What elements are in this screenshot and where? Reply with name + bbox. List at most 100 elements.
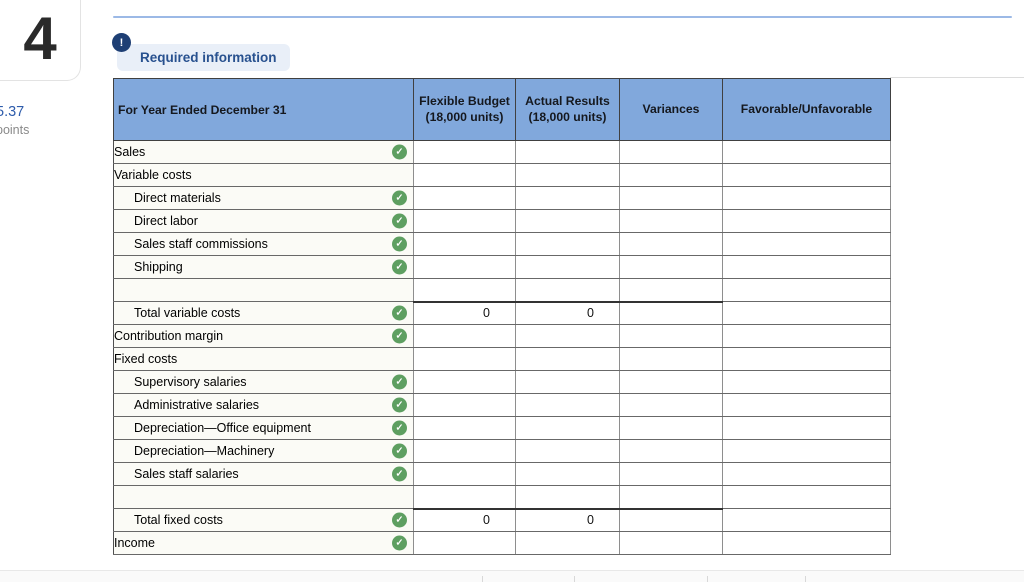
cell-fb[interactable] (413, 416, 516, 440)
cell-fav[interactable] (722, 347, 891, 371)
cell-fb[interactable] (413, 278, 516, 302)
cell-fav[interactable] (722, 393, 891, 417)
cell-ar[interactable] (515, 255, 620, 279)
cell-fb[interactable] (413, 393, 516, 417)
col-header-variances: Variances (619, 78, 723, 141)
cell-vr[interactable] (619, 209, 723, 233)
cell-fb[interactable] (413, 186, 516, 210)
cell-ar[interactable] (515, 209, 620, 233)
cell-ar[interactable] (515, 347, 620, 371)
cell-fav[interactable] (722, 232, 891, 256)
correct-check-icon: ✓ (392, 144, 407, 160)
cell-ar[interactable] (515, 393, 620, 417)
cell-ar[interactable] (515, 232, 620, 256)
cell-vr[interactable] (619, 393, 723, 417)
cell-fav[interactable] (722, 301, 891, 325)
cell-ar[interactable]: 0 (515, 300, 620, 325)
cell-ar[interactable] (515, 485, 620, 509)
table-row: Total fixed costs ✓ 0 0 (113, 507, 891, 532)
cell-fb[interactable] (413, 370, 516, 394)
cell-ar[interactable] (515, 278, 620, 302)
cell-vr[interactable] (619, 255, 723, 279)
cell-fav[interactable] (722, 324, 891, 348)
row-label-cell (113, 485, 414, 509)
cell-vr[interactable] (619, 163, 723, 187)
cell-vr[interactable] (619, 278, 723, 302)
correct-check-icon: ✓ (392, 213, 407, 229)
cell-vr[interactable] (619, 140, 723, 164)
cell-vr[interactable] (619, 485, 723, 509)
cell-ar[interactable] (515, 140, 620, 164)
row-label: Depreciation—Office equipment (134, 421, 311, 435)
cell-vr[interactable] (619, 416, 723, 440)
col-header-favorable-unfavorable: Favorable/Unfavorable (722, 78, 891, 141)
table-row: Variable costs (113, 163, 891, 187)
required-information-banner: Required information (117, 44, 290, 71)
row-label-cell: Direct labor ✓ (113, 209, 414, 233)
cell-fb[interactable] (413, 163, 516, 187)
cell-fav[interactable] (722, 278, 891, 302)
cell-fb[interactable] (413, 439, 516, 463)
cell-fav[interactable] (722, 140, 891, 164)
cell-fav[interactable] (722, 416, 891, 440)
cell-fav[interactable] (722, 186, 891, 210)
cell-fav[interactable] (722, 370, 891, 394)
top-divider-line (113, 16, 1012, 18)
cell-vr[interactable] (619, 507, 723, 532)
cell-fb[interactable] (413, 485, 516, 509)
correct-check-icon: ✓ (392, 443, 407, 459)
cell-vr[interactable] (619, 347, 723, 371)
cell-vr[interactable] (619, 300, 723, 325)
cell-ar[interactable] (515, 462, 620, 486)
cell-ar[interactable] (515, 370, 620, 394)
correct-check-icon: ✓ (392, 305, 407, 321)
cell-vr[interactable] (619, 439, 723, 463)
cell-ar[interactable] (515, 531, 620, 555)
cell-vr[interactable] (619, 232, 723, 256)
cell-fav[interactable] (722, 485, 891, 509)
cell-fb[interactable] (413, 462, 516, 486)
row-label: Administrative salaries (134, 398, 260, 412)
row-label-cell: Sales staff commissions ✓ (113, 232, 414, 256)
row-label-cell: Depreciation—Machinery ✓ (113, 439, 414, 463)
cell-fav[interactable] (722, 508, 891, 532)
cell-fav[interactable] (722, 531, 891, 555)
row-label-cell: Fixed costs (113, 347, 414, 371)
cell-vr[interactable] (619, 462, 723, 486)
correct-check-icon: ✓ (392, 259, 407, 275)
cell-ar[interactable] (515, 324, 620, 348)
cell-fb[interactable] (413, 324, 516, 348)
cell-fav[interactable] (722, 255, 891, 279)
cell-fb[interactable] (413, 232, 516, 256)
cell-vr[interactable] (619, 186, 723, 210)
cell-ar[interactable] (515, 439, 620, 463)
cell-ar[interactable] (515, 416, 620, 440)
cell-fav[interactable] (722, 209, 891, 233)
cell-fb[interactable] (413, 209, 516, 233)
row-label: Direct materials (134, 191, 221, 205)
cell-vr[interactable] (619, 370, 723, 394)
table-row: Direct materials ✓ (113, 186, 891, 210)
row-label-cell: Total variable costs ✓ (113, 301, 414, 325)
col-header-actual-results: Actual Results (18,000 units) (515, 78, 620, 141)
cell-vr[interactable] (619, 531, 723, 555)
table-row: Direct labor ✓ (113, 209, 891, 233)
correct-check-icon: ✓ (392, 512, 407, 528)
cell-ar[interactable]: 0 (515, 507, 620, 532)
cell-fb[interactable] (413, 140, 516, 164)
col-header-flexible-budget: Flexible Budget (18,000 units) (413, 78, 516, 141)
cell-vr[interactable] (619, 324, 723, 348)
row-label: Sales staff commissions (134, 237, 268, 251)
cell-fb[interactable]: 0 (413, 507, 516, 532)
cell-fb[interactable]: 0 (413, 300, 516, 325)
cell-fav[interactable] (722, 163, 891, 187)
cell-fav[interactable] (722, 439, 891, 463)
cell-fav[interactable] (722, 462, 891, 486)
row-label: Depreciation—Machinery (134, 444, 275, 458)
cell-fb[interactable] (413, 531, 516, 555)
cell-ar[interactable] (515, 186, 620, 210)
cell-fb[interactable] (413, 347, 516, 371)
cell-ar[interactable] (515, 163, 620, 187)
cell-fb[interactable] (413, 255, 516, 279)
